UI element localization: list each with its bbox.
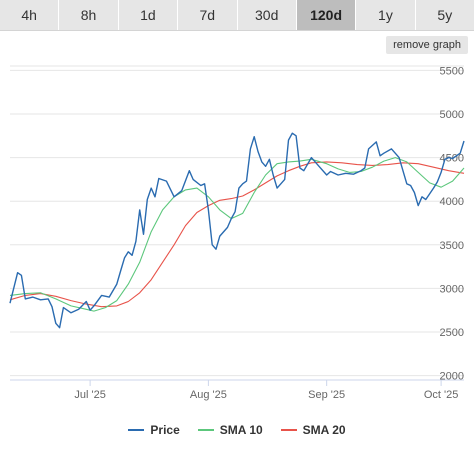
tab-1d[interactable]: 1d: [119, 0, 179, 30]
chart-gridlines: [10, 65, 464, 377]
y-tick-label: 3000: [440, 283, 464, 295]
legend-item-sma10[interactable]: SMA 10: [197, 423, 263, 437]
series-line-sma10: [9, 157, 465, 312]
legend-label-price: Price: [150, 423, 180, 437]
y-tick-label: 3500: [440, 240, 464, 252]
x-tick-label: Sep '25: [308, 389, 345, 401]
legend-swatch-price: [128, 429, 145, 431]
legend-label-sma20: SMA 20: [302, 423, 346, 437]
y-tick-label: 2000: [440, 371, 464, 383]
tab-120d[interactable]: 120d: [296, 0, 357, 30]
tab-5y[interactable]: 5y: [437, 7, 453, 23]
y-tick-label: 2500: [440, 327, 464, 339]
tab-8h[interactable]: 8h: [59, 0, 119, 30]
tab-4h[interactable]: 4h: [0, 0, 60, 30]
x-axis: Jul '25 Aug '25 Sep '25 Oct '25: [10, 379, 464, 401]
legend-swatch-sma20: [280, 429, 297, 431]
legend-item-price[interactable]: Price: [128, 423, 180, 437]
x-tick-label: Aug '25: [190, 389, 227, 401]
timeframe-tabs: 4h 8h 1d 7d 30d 120d 1y 5y: [0, 0, 474, 31]
legend-item-sma20[interactable]: SMA 20: [280, 423, 346, 437]
remove-graph-button[interactable]: remove graph: [386, 36, 468, 54]
series-line-sma20: [9, 161, 465, 308]
y-tick-label: 4000: [440, 196, 464, 208]
x-tick-label: Jul '25: [74, 389, 105, 401]
x-tick-label: Oct '25: [424, 389, 459, 401]
legend-swatch-sma10: [197, 429, 214, 431]
tab-7d[interactable]: 7d: [178, 0, 238, 30]
series-line-price: [9, 132, 465, 329]
y-tick-label: 5000: [440, 109, 464, 121]
y-tick-label: 5500: [440, 65, 464, 77]
legend-label-sma10: SMA 10: [219, 423, 263, 437]
chart-series: [9, 132, 465, 329]
tab-1y[interactable]: 1y: [356, 0, 416, 30]
tab-30d[interactable]: 30d: [238, 0, 297, 30]
chart-legend: Price SMA 10 SMA 20: [0, 420, 474, 440]
